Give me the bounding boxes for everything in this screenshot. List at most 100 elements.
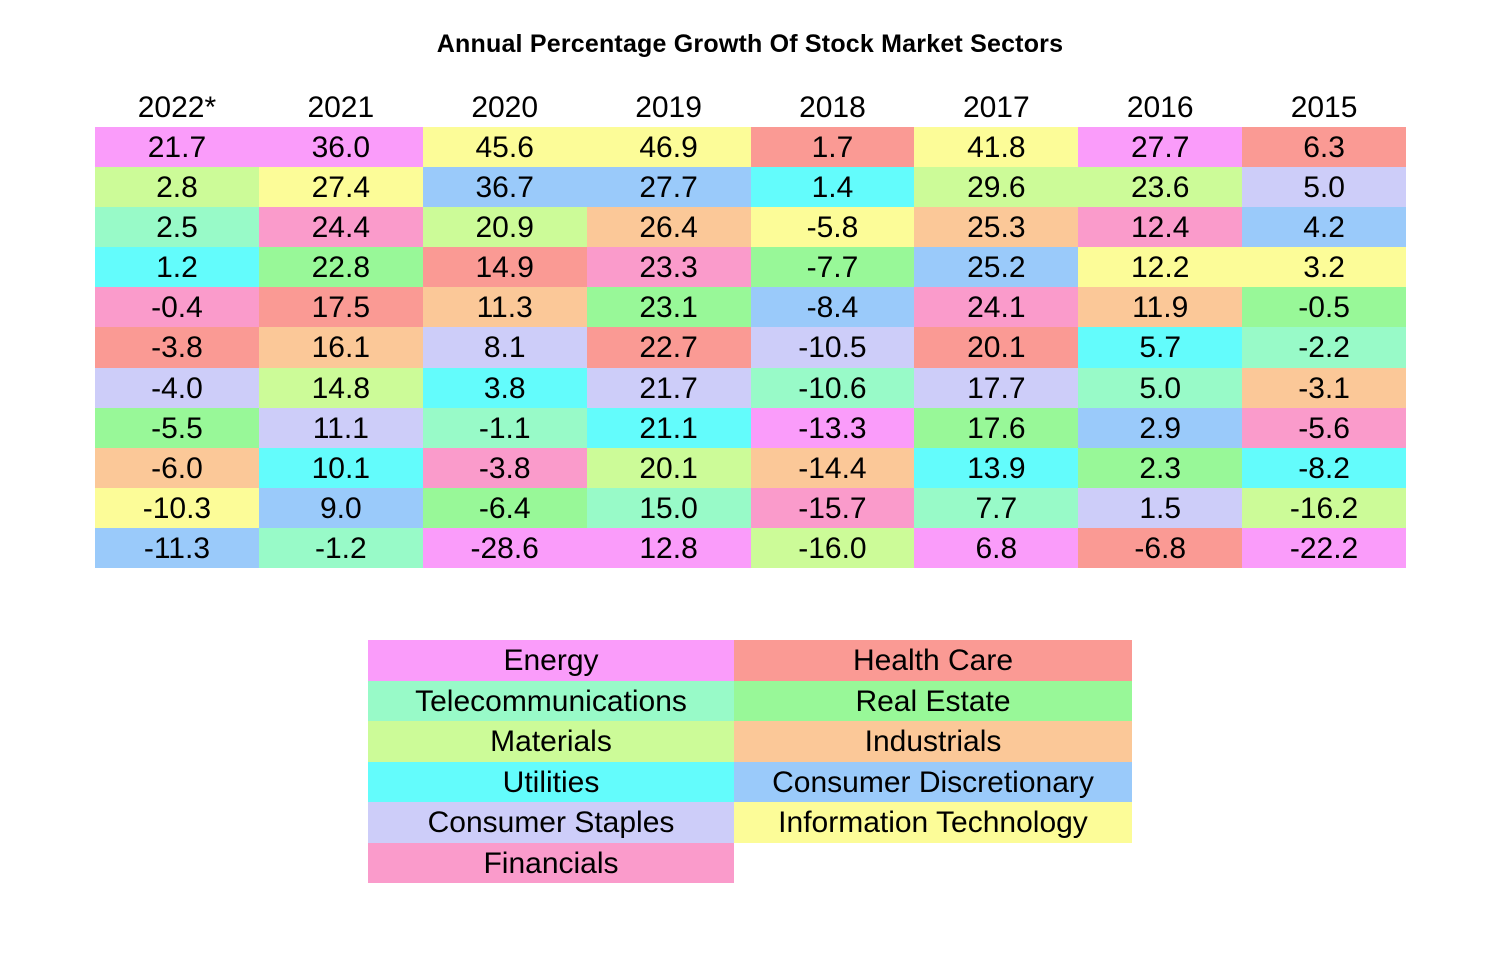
table-cell: -6.8	[1078, 527, 1243, 569]
table-cell: 23.6	[1078, 167, 1243, 208]
table-cell: -28.6	[422, 527, 587, 569]
table-cell: -3.8	[422, 447, 587, 488]
table-cell: 5.0	[1078, 367, 1243, 408]
table-cell: -1.2	[258, 527, 423, 569]
year-header: 2018	[799, 91, 866, 124]
legend-item: Energy	[368, 640, 734, 681]
table-cell: 29.6	[914, 167, 1079, 208]
table-cell: 21.7	[586, 367, 751, 408]
table-cell: 23.1	[586, 287, 751, 328]
legend-item: Industrials	[734, 721, 1132, 762]
table-cell: 11.9	[1078, 287, 1243, 328]
table-cell: 1.7	[750, 127, 915, 168]
table-cell: -13.3	[750, 407, 915, 448]
table-cell: 17.5	[258, 287, 423, 328]
table-cell: -10.6	[750, 367, 915, 408]
table-cell: -6.0	[95, 447, 259, 488]
table-cell: 11.1	[258, 407, 423, 448]
legend-item: Financials	[368, 842, 734, 883]
table-cell: -2.2	[1242, 327, 1406, 368]
table-cell: 8.1	[422, 327, 587, 368]
table-cell: 1.2	[95, 247, 259, 288]
year-header: 2015	[1290, 91, 1358, 124]
table-cell: -4.0	[95, 367, 259, 408]
table-cell: 15.0	[586, 487, 751, 528]
table-cell: 2.8	[95, 167, 259, 208]
table-cell: 21.7	[95, 127, 259, 168]
table-cell: 22.7	[586, 327, 751, 368]
sector-growth-table: 21.7 36.0 45.6 46.9 1.7 41.8 27.7 6.3 2.8 27.4 36.…	[95, 127, 1406, 569]
chart-title: Annual Percentage Growth Of Stock Market…	[436, 30, 1064, 58]
table-cell: 5.0	[1242, 167, 1406, 208]
table-cell: -3.8	[95, 327, 259, 368]
table-cell: -6.4	[422, 487, 587, 528]
table-cell: 10.1	[258, 447, 423, 488]
legend-item: Materials	[368, 721, 734, 762]
table-cell: -10.5	[750, 327, 915, 368]
table-cell: 24.1	[914, 287, 1079, 328]
year-header: 2022*	[137, 91, 217, 124]
table-cell: -16.2	[1242, 487, 1406, 528]
table-cell: 13.9	[914, 447, 1079, 488]
table-cell: 27.4	[258, 167, 423, 208]
table-cell: -5.5	[95, 407, 259, 448]
table-cell: 16.1	[258, 327, 423, 368]
table-cell: -0.4	[95, 287, 259, 328]
table-cell: 5.7	[1078, 327, 1243, 368]
year-header-row: 2022* 2021 2020 2019 2018 2017 2016 2015	[95, 90, 1406, 126]
table-cell: -11.3	[95, 527, 259, 569]
legend-item: Real Estate	[734, 680, 1132, 721]
table-cell: -7.7	[750, 247, 915, 288]
legend-item: Health Care	[734, 640, 1132, 681]
table-cell: -8.4	[750, 287, 915, 328]
table-cell: 1.4	[750, 167, 915, 208]
table-cell: 14.8	[258, 367, 423, 408]
year-header: 2017	[962, 91, 1030, 124]
table-cell: -5.8	[750, 207, 915, 248]
legend-item: Consumer Discretionary	[734, 761, 1132, 802]
table-cell: 4.2	[1242, 207, 1406, 248]
table-cell: -22.2	[1242, 527, 1406, 569]
table-cell: 20.9	[422, 207, 587, 248]
table-cell: -3.1	[1242, 367, 1406, 408]
table-cell: -10.3	[95, 487, 259, 528]
table-cell: 11.3	[422, 287, 587, 328]
table-cell: 22.8	[258, 247, 423, 288]
table-cell: 45.6	[422, 127, 587, 168]
table-cell: 6.3	[1242, 127, 1406, 168]
table-cell: 3.8	[422, 367, 587, 408]
table-cell: 20.1	[586, 447, 751, 488]
table-cell: 24.4	[258, 207, 423, 248]
table-cell: -16.0	[750, 527, 915, 569]
legend-item: Telecommunications	[368, 680, 734, 721]
table-cell: 12.8	[586, 527, 751, 569]
table-cell: 14.9	[422, 247, 587, 288]
table-cell: 1.5	[1078, 487, 1243, 528]
year-header: 2019	[635, 91, 702, 124]
table-cell: 12.2	[1078, 247, 1243, 288]
table-cell: 36.7	[422, 167, 587, 208]
table-cell: -1.1	[422, 407, 587, 448]
year-header: 2016	[1126, 91, 1194, 124]
table-cell: 2.3	[1078, 447, 1243, 488]
table-cell: 21.1	[586, 407, 751, 448]
table-cell: -0.5	[1242, 287, 1406, 328]
legend-item: Consumer Staples	[368, 802, 734, 843]
table-cell: 6.8	[914, 527, 1079, 569]
table-cell: 36.0	[258, 127, 423, 168]
table-cell: 25.3	[914, 207, 1079, 248]
table-cell: -14.4	[750, 447, 915, 488]
table-cell: 9.0	[258, 487, 423, 528]
sector-legend: Energy Health Care Telecommunications Real …	[368, 640, 1132, 883]
table-cell: 46.9	[586, 127, 751, 168]
table-cell: -8.2	[1242, 447, 1406, 488]
table-cell: 2.5	[95, 207, 259, 248]
table-cell: 12.4	[1078, 207, 1243, 248]
legend-item: Utilities	[368, 761, 734, 802]
table-cell: 23.3	[586, 247, 751, 288]
table-cell: -5.6	[1242, 407, 1406, 448]
table-cell: 17.6	[914, 407, 1079, 448]
table-cell: -15.7	[750, 487, 915, 528]
table-cell: 3.2	[1242, 247, 1406, 288]
table-cell: 27.7	[1078, 127, 1243, 168]
